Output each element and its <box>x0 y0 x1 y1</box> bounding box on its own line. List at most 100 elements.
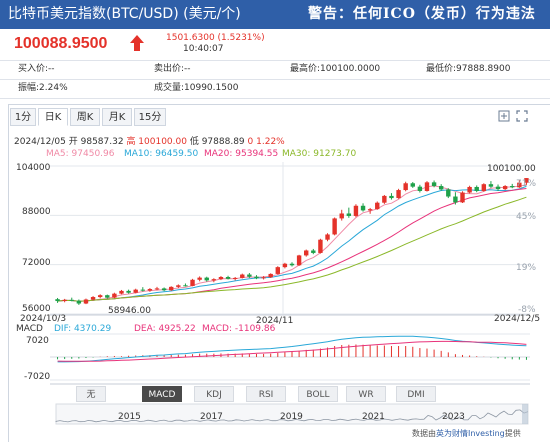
candle-body <box>119 290 124 294</box>
pct-tick: 71% <box>516 179 537 189</box>
candle-body <box>510 186 515 188</box>
pct-tick: 19% <box>516 263 537 273</box>
candle-body <box>304 250 309 256</box>
candle-body <box>367 209 373 211</box>
tab-weekly[interactable]: 周K <box>70 108 100 126</box>
candle-body <box>410 183 415 187</box>
candle-body <box>438 186 444 190</box>
volume: 成交量:10990.1500 <box>154 83 239 93</box>
price-change: 1501.6300 (1.5231%) <box>166 33 265 43</box>
tab-15min[interactable]: 15分 <box>134 108 166 126</box>
candle-body <box>460 192 465 203</box>
ohlc-pct: 1.22% <box>256 137 285 147</box>
candle-body <box>453 196 458 203</box>
ohlc-date: 2024/12/05 <box>14 137 66 147</box>
macd-dif: DIF: 4370.29 <box>54 324 112 334</box>
tab-monthly[interactable]: 月K <box>102 108 132 126</box>
pct-tick: 45% <box>516 212 537 222</box>
tab-daily[interactable]: 日K <box>38 108 68 126</box>
candle-body <box>161 288 167 291</box>
indicator-tab-rsi[interactable]: RSI <box>246 386 286 402</box>
y-tick: 56000 <box>22 304 51 314</box>
tab-1min[interactable]: 1分 <box>10 108 36 126</box>
candle-body <box>218 277 224 280</box>
credit-brand[interactable]: 英为财情Investing <box>436 429 505 438</box>
indicator-tab-macd[interactable]: MACD <box>142 386 182 402</box>
candle-body <box>446 189 451 197</box>
date-mid: 2024/11 <box>256 316 294 326</box>
candle-body <box>76 300 82 304</box>
candle-body <box>240 274 245 278</box>
indicator-tab-kdj[interactable]: KDJ <box>194 386 234 402</box>
macd-dea: DEA: 4925.22 <box>134 324 196 334</box>
year-label: 2023 <box>442 412 465 422</box>
candle-body <box>176 285 181 287</box>
candle-body <box>55 299 60 302</box>
credit-prefix: 数据由 <box>412 429 436 438</box>
candle-body <box>83 299 89 304</box>
y-tick: 72000 <box>22 258 51 268</box>
candle-body <box>403 183 408 191</box>
high-price: 最高价:100100.0000 <box>290 64 381 74</box>
candle-body <box>232 277 238 279</box>
fullscreen-icon[interactable] <box>516 110 528 122</box>
divider <box>0 79 550 80</box>
ma20-value: MA20: 95394.55 <box>204 149 279 159</box>
macd-dif-line <box>57 335 527 363</box>
quote-time: 10:40:07 <box>183 44 224 54</box>
macd-label: MACD <box>16 324 43 334</box>
candle-body <box>296 255 302 266</box>
candle-body <box>325 234 330 240</box>
candle-body <box>360 205 366 211</box>
ma10-line <box>57 185 527 302</box>
candle-body <box>282 263 288 268</box>
candle-body <box>183 285 188 287</box>
ohlc-open: 开 98587.32 <box>68 137 124 147</box>
pct-tick: -8% <box>518 305 536 315</box>
candle-body <box>311 250 316 253</box>
bid-price: 买入价:-- <box>18 64 55 74</box>
date-end: 2024/12/5 <box>494 314 541 324</box>
indicator-tab-wr[interactable]: WR <box>346 386 386 402</box>
indicator-tab-none[interactable]: 无 <box>76 386 106 402</box>
y-tick: 104000 <box>16 163 51 173</box>
ma5-value: MA5: 97450.96 <box>46 149 115 159</box>
candle-body <box>524 178 529 183</box>
macd-value: MACD: -1109.86 <box>202 324 276 334</box>
min-price-label: 58946.00 <box>108 306 151 316</box>
ohlc-readout: 2024/12/05 开 98587.32 高 100100.00 低 9788… <box>14 137 285 148</box>
candle-body <box>62 299 67 302</box>
crosshair-icon[interactable] <box>498 110 510 122</box>
candle-body <box>353 205 359 216</box>
indicator-tab-boll[interactable]: BOLL <box>298 386 338 402</box>
ohlc-change: 0 <box>247 137 254 147</box>
candle-body <box>275 267 280 274</box>
credit-suffix: 提供 <box>504 429 521 438</box>
navigator-line <box>55 409 529 423</box>
candle-body <box>488 184 494 187</box>
divider <box>0 60 550 61</box>
indicator-tab-dmi[interactable]: DMI <box>396 386 436 402</box>
candle-body <box>389 195 394 199</box>
candle-body <box>154 288 160 290</box>
candle-body <box>90 297 96 300</box>
candle-body <box>474 186 479 191</box>
ohlc-low: 低 97888.89 <box>189 137 245 147</box>
candle-body <box>339 213 344 219</box>
candle-body <box>424 182 430 191</box>
candle-body <box>375 202 380 210</box>
amplitude: 振幅:2.24% <box>18 83 68 93</box>
ma10-value: MA10: 96459.50 <box>124 149 199 159</box>
divider <box>0 98 550 99</box>
current-price: 100088.9500 <box>14 35 108 52</box>
candle-body <box>140 289 146 291</box>
candle-body <box>261 277 266 279</box>
candle-body <box>197 277 202 280</box>
ask-price: 卖出价:-- <box>154 64 191 74</box>
candle-body <box>133 289 138 293</box>
year-label: 2021 <box>362 412 385 422</box>
candle-body <box>431 182 437 187</box>
candle-body <box>332 218 337 235</box>
ico-warning: 警告：任何ICO（发币）行为违法 <box>308 6 536 22</box>
